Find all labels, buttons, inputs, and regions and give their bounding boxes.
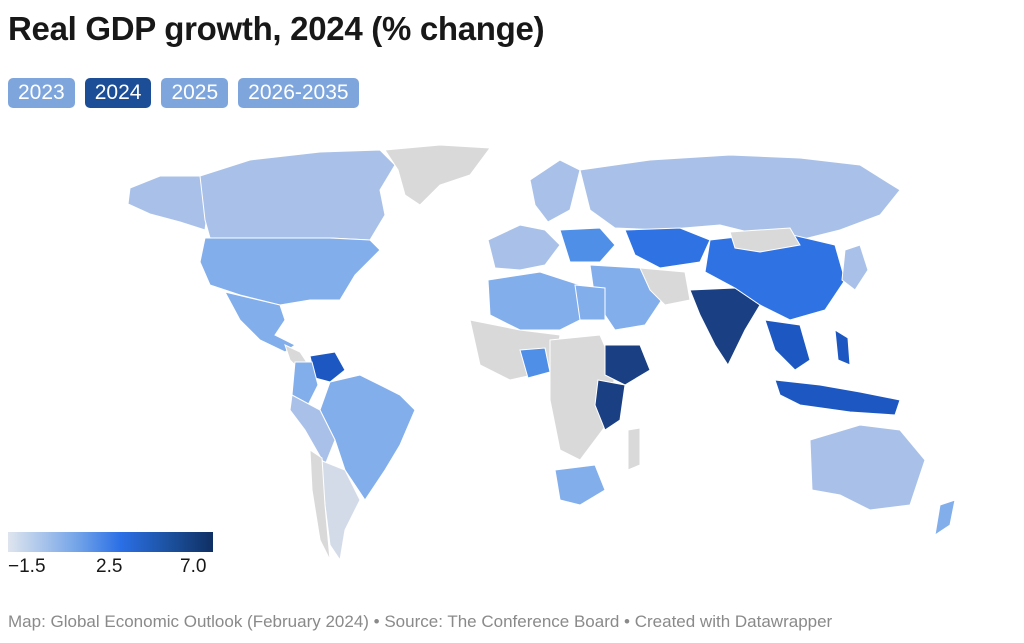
region-scandinavia[interactable] [529, 159, 581, 223]
region-southern-africa[interactable] [554, 464, 606, 506]
region-new-zealand[interactable] [934, 499, 956, 537]
region-madagascar[interactable] [627, 427, 641, 471]
region-egypt[interactable] [574, 284, 606, 321]
region-europe-west[interactable] [487, 224, 561, 271]
legend-min-label: −1.5 [8, 556, 46, 577]
year-tabs: 2023 2024 2025 2026-2035 [8, 78, 359, 108]
footer-source: Map: Global Economic Outlook (February 2… [8, 612, 833, 631]
region-australia[interactable] [809, 424, 926, 511]
tab-2024[interactable]: 2024 [84, 78, 152, 108]
world-map [127, 144, 956, 562]
region-ethiopia[interactable] [604, 344, 651, 386]
region-iran[interactable] [639, 267, 691, 306]
region-greenland[interactable] [384, 144, 491, 206]
region-japan-korea[interactable] [841, 244, 869, 291]
region-mexico[interactable] [224, 291, 296, 353]
region-canada[interactable] [199, 149, 396, 241]
legend-mid-label: 2.5 [96, 556, 123, 577]
region-colombia[interactable] [291, 361, 319, 406]
legend-max-label: 7.0 [180, 556, 207, 577]
region-kazakhstan[interactable] [624, 227, 711, 269]
region-southeast-asia[interactable] [764, 319, 811, 371]
region-north-africa[interactable] [487, 271, 591, 331]
tab-2023[interactable]: 2023 [8, 78, 75, 108]
tab-2025[interactable]: 2025 [161, 78, 229, 108]
region-usa[interactable] [199, 237, 381, 306]
region-indonesia[interactable] [774, 379, 901, 416]
region-russia[interactable] [579, 154, 901, 241]
region-china[interactable] [704, 231, 846, 321]
color-legend: −1.5 2.5 7.0 [8, 532, 213, 578]
region-alaska[interactable] [127, 175, 211, 231]
chart-title: Real GDP growth, 2024 (% change) [8, 10, 545, 47]
region-india[interactable] [689, 287, 761, 367]
region-europe-east[interactable] [559, 227, 616, 263]
region-philippines[interactable] [834, 329, 851, 366]
legend-gradient [8, 532, 213, 552]
region-east-africa[interactable] [594, 379, 626, 431]
region-central-africa[interactable] [549, 334, 616, 461]
region-chile[interactable] [309, 449, 331, 561]
tab-2026-2035[interactable]: 2026-2035 [238, 78, 359, 108]
legend-labels: −1.5 2.5 7.0 [8, 552, 213, 578]
region-mongolia[interactable] [729, 227, 801, 253]
